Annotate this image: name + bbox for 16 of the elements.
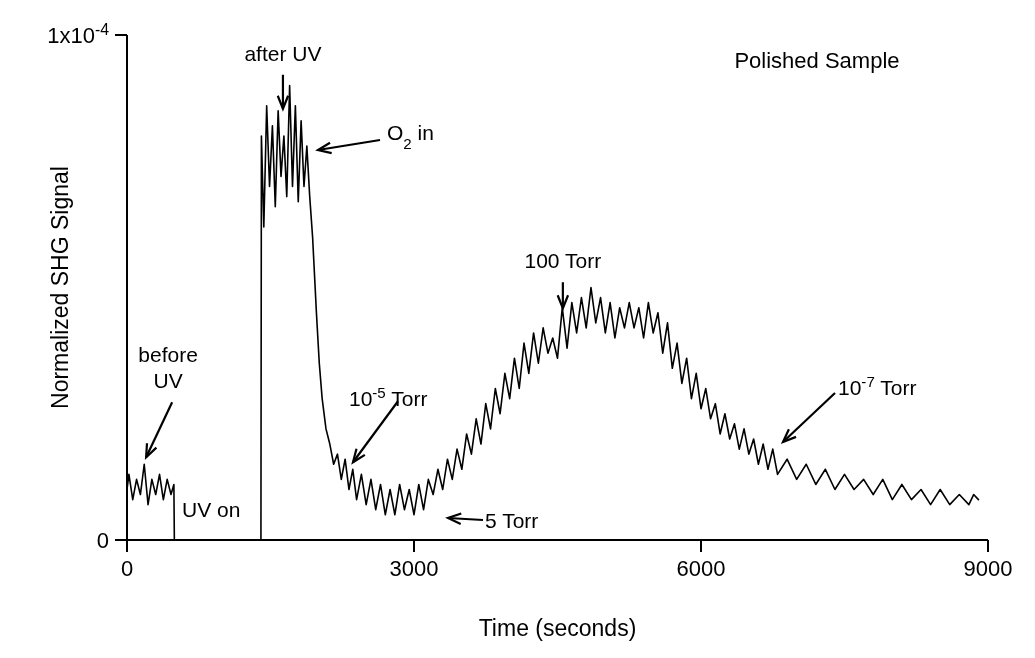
x-axis-title: Time (seconds) [478, 615, 637, 641]
x-tick-label: 3000 [389, 556, 439, 581]
y-tick-label: 1x10$^{-4}$ [47, 20, 110, 48]
y-axis-title: Normalized SHG Signal [47, 166, 74, 409]
annotation: 100 Torr [524, 249, 602, 273]
annotation: 10$^{-5}$ Torr [348, 383, 428, 411]
annotation: before UV [138, 343, 198, 393]
annotation: 5 Torr [485, 509, 539, 532]
annotation: UV on [182, 498, 241, 521]
x-tick-label: 9000 [963, 556, 1013, 581]
x-tick-label: 6000 [676, 556, 726, 581]
annotation: O$_{2}$ in [387, 121, 434, 152]
text: Polished Sample [734, 48, 900, 73]
annotation: after UV [244, 41, 322, 65]
x-tick-label: 0 [120, 556, 134, 581]
annotation: 10$^{-7}$ Torr [838, 372, 917, 399]
